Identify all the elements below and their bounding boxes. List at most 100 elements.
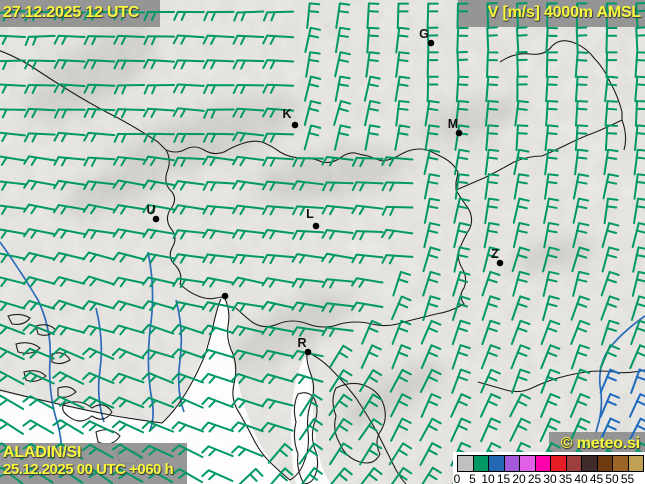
wind-barb [22, 347, 55, 360]
legend-value-10: 10 [481, 472, 495, 484]
wind-barb [481, 319, 501, 346]
wind-barb [172, 253, 205, 264]
wind-barb [357, 467, 383, 484]
wind-barb [202, 34, 235, 45]
wind-barb [541, 295, 560, 322]
legend-color-box-5 [472, 455, 489, 472]
wind-barb [423, 173, 441, 200]
wind-barb [111, 372, 145, 384]
wind-barb [426, 26, 439, 54]
wind-barb [262, 205, 295, 216]
wind-barb [321, 204, 354, 216]
wind-barb [303, 124, 322, 151]
wind-barb [388, 442, 413, 466]
wind-barb [24, 83, 56, 95]
city-dot-U [152, 215, 160, 223]
wind-barb [141, 396, 175, 409]
wind-barb [143, 35, 175, 46]
wind-barb [484, 148, 500, 176]
wind-barb [322, 181, 354, 192]
wind-barb [201, 301, 235, 312]
wind-barb [291, 301, 324, 313]
wind-barb [512, 222, 530, 249]
wind-barb [450, 393, 472, 418]
wind-barb [422, 270, 441, 297]
wind-barb [630, 319, 645, 346]
wind-barb [171, 396, 204, 409]
wind-barb [515, 124, 529, 152]
wind-barb [363, 75, 381, 102]
wind-barb [453, 197, 471, 224]
wind-barb [53, 156, 86, 167]
wind-barb [172, 180, 205, 191]
wind-barb [359, 393, 383, 417]
wind-barb [545, 26, 559, 54]
wind-barb [480, 417, 501, 443]
wind-barb [262, 83, 295, 94]
wind-barb [366, 2, 380, 30]
wind-barb [82, 228, 116, 240]
wind-barb [112, 228, 145, 239]
legend-value-55: 55 [620, 472, 635, 484]
wind-barb [452, 270, 471, 297]
legend-color-box-0 [457, 455, 474, 472]
wind-barb [201, 445, 234, 458]
wind-barb [0, 180, 26, 191]
wind-barb [82, 420, 115, 434]
legend-value-5: 5 [469, 472, 476, 484]
wind-barb [364, 100, 381, 127]
wind-barb [479, 393, 502, 418]
wind-barb [516, 2, 528, 30]
wind-barb [600, 270, 620, 297]
wind-barb [423, 197, 441, 224]
wind-barb [545, 100, 559, 127]
wind-barb [24, 10, 56, 22]
wind-barb [0, 131, 26, 143]
wind-barb [600, 319, 620, 346]
wind-barb [603, 197, 619, 225]
wind-barb [172, 204, 205, 215]
legend-color-box-50 [612, 455, 629, 472]
variable-level-label: V [m/s] 4000m AMSL [487, 4, 641, 21]
wind-barb [54, 108, 86, 119]
wind-barb [516, 50, 528, 79]
legend-color-boxes [457, 455, 644, 472]
wind-barb [291, 180, 324, 191]
wind-barb [262, 180, 295, 191]
wind-barb [52, 276, 86, 287]
wind-barb [53, 83, 86, 94]
wind-barb [351, 156, 384, 168]
wind-barb [232, 83, 265, 95]
wind-barb [201, 372, 234, 384]
wind-barb [291, 326, 324, 337]
wind-barb [142, 252, 175, 264]
legend-color-box-55 [627, 455, 644, 472]
wind-barb [82, 467, 114, 484]
wind-barb [380, 228, 414, 240]
city-markers: G K M U L Z R [146, 27, 504, 356]
wind-barb [351, 181, 384, 192]
wind-barb [171, 468, 204, 484]
city-label-U: U [146, 203, 155, 217]
wind-barb [201, 276, 235, 288]
wind-barb [111, 443, 144, 459]
wind-barb [334, 26, 351, 54]
wind-barb [390, 295, 412, 321]
wind-barb [482, 246, 501, 273]
wind-barb [0, 442, 24, 461]
wind-barb [570, 368, 591, 394]
wind-barb [630, 368, 645, 394]
wind-barb [0, 155, 26, 166]
wind-barb [143, 10, 175, 21]
wind-barb [361, 319, 382, 345]
wind-barb [633, 173, 645, 200]
wind-barb [394, 75, 411, 103]
wind-barb [262, 107, 295, 118]
wind-barb [112, 300, 145, 312]
wind-barb [359, 369, 383, 393]
sea-fill [0, 297, 331, 484]
wind-barb [201, 324, 235, 336]
wind-barb [82, 275, 115, 287]
